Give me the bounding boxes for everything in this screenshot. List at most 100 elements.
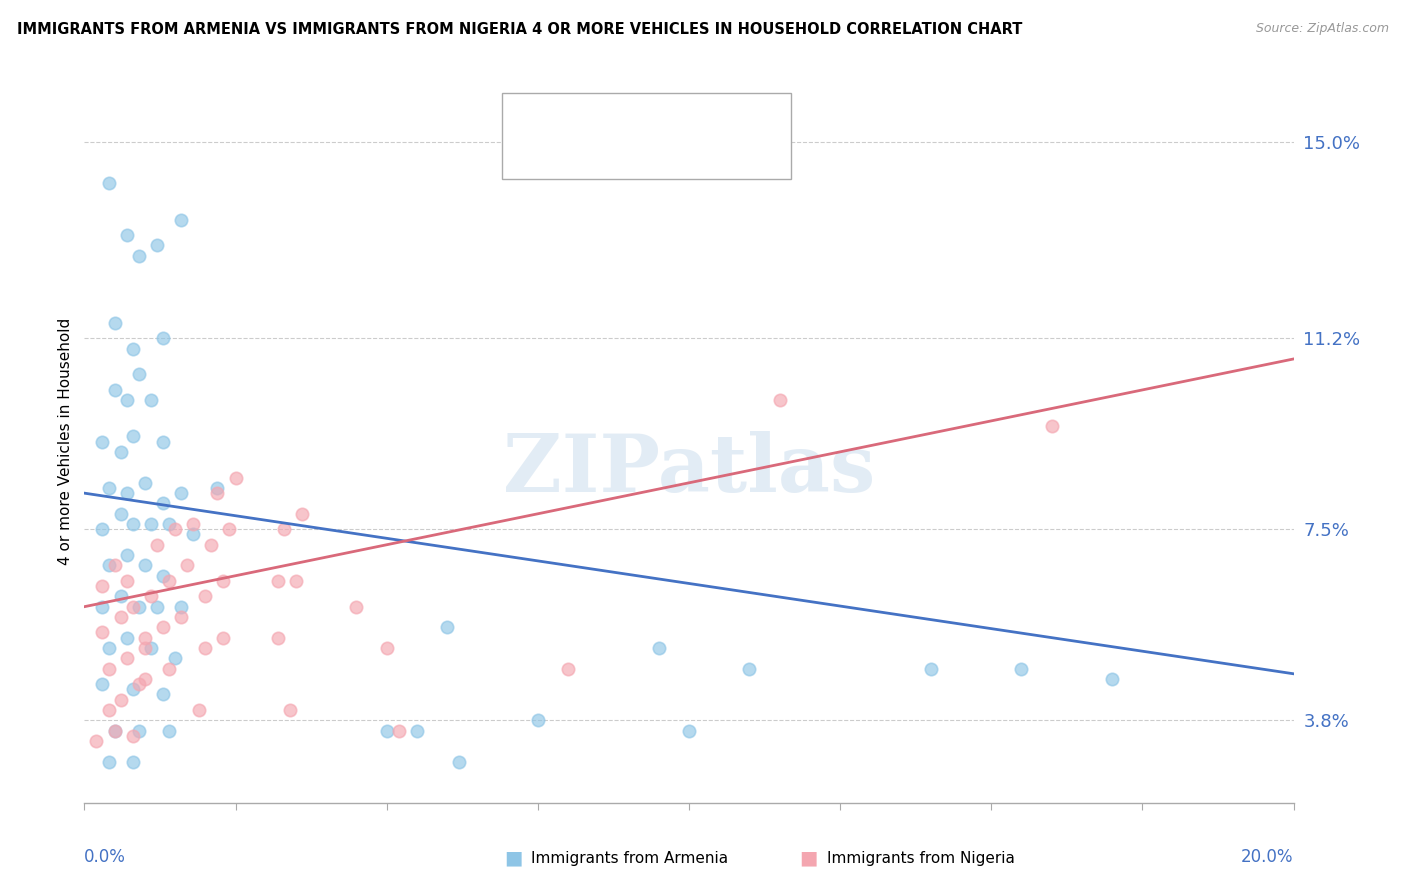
Text: ZIPatlas: ZIPatlas bbox=[503, 432, 875, 509]
Point bbox=[207, 481, 229, 495]
Point bbox=[1101, 672, 1123, 686]
Point bbox=[128, 723, 150, 738]
Point bbox=[449, 755, 471, 769]
Point bbox=[139, 393, 162, 408]
Point bbox=[134, 640, 156, 655]
Text: IMMIGRANTS FROM ARMENIA VS IMMIGRANTS FROM NIGERIA 4 OR MORE VEHICLES IN HOUSEHO: IMMIGRANTS FROM ARMENIA VS IMMIGRANTS FR… bbox=[17, 22, 1022, 37]
Point bbox=[115, 393, 138, 408]
Point bbox=[152, 496, 174, 510]
Point bbox=[200, 538, 222, 552]
Point bbox=[121, 729, 143, 743]
Point bbox=[97, 481, 120, 495]
Point bbox=[388, 723, 411, 738]
Point bbox=[139, 640, 162, 655]
Point bbox=[207, 486, 229, 500]
Point bbox=[920, 662, 942, 676]
Point bbox=[170, 212, 193, 227]
Point bbox=[134, 475, 156, 490]
Point bbox=[738, 662, 761, 676]
Text: ■: ■ bbox=[799, 848, 818, 868]
Point bbox=[91, 522, 114, 536]
Point bbox=[146, 238, 169, 252]
Point bbox=[181, 517, 204, 532]
Point bbox=[267, 631, 290, 645]
Bar bbox=[515, 141, 553, 169]
Point bbox=[375, 723, 398, 738]
Point bbox=[110, 692, 132, 706]
Point bbox=[134, 558, 156, 573]
Point bbox=[152, 687, 174, 701]
Point bbox=[678, 723, 700, 738]
Point bbox=[115, 574, 138, 588]
Point bbox=[91, 434, 114, 449]
Text: 20.0%: 20.0% bbox=[1241, 848, 1294, 866]
Point bbox=[170, 486, 193, 500]
Point bbox=[278, 703, 301, 717]
Point bbox=[157, 517, 180, 532]
Point bbox=[104, 723, 127, 738]
Point bbox=[291, 507, 314, 521]
Y-axis label: 4 or more Vehicles in Household: 4 or more Vehicles in Household bbox=[58, 318, 73, 566]
Point bbox=[121, 599, 143, 614]
Point bbox=[181, 527, 204, 541]
Point bbox=[152, 434, 174, 449]
Point bbox=[146, 599, 169, 614]
Point bbox=[97, 662, 120, 676]
Point bbox=[128, 368, 150, 382]
Point bbox=[91, 599, 114, 614]
Point bbox=[128, 249, 150, 263]
Point bbox=[194, 640, 217, 655]
Point bbox=[157, 723, 180, 738]
Point bbox=[110, 590, 132, 604]
Point bbox=[165, 522, 187, 536]
Point bbox=[194, 590, 217, 604]
Point bbox=[91, 677, 114, 691]
Point bbox=[97, 177, 120, 191]
Text: ■: ■ bbox=[503, 848, 523, 868]
Text: Immigrants from Nigeria: Immigrants from Nigeria bbox=[827, 851, 1015, 865]
Point bbox=[86, 734, 108, 748]
Point bbox=[218, 522, 240, 536]
Point bbox=[115, 486, 138, 500]
Point bbox=[121, 429, 143, 443]
Point bbox=[267, 574, 290, 588]
Point bbox=[115, 651, 138, 665]
Point bbox=[121, 755, 143, 769]
Point bbox=[157, 574, 180, 588]
Point bbox=[104, 316, 127, 330]
Point bbox=[1011, 662, 1033, 676]
Point bbox=[97, 703, 120, 717]
Point bbox=[212, 574, 235, 588]
Point bbox=[176, 558, 198, 573]
Text: 0.0%: 0.0% bbox=[84, 848, 127, 866]
Point bbox=[139, 517, 162, 532]
Point bbox=[115, 631, 138, 645]
FancyBboxPatch shape bbox=[502, 93, 792, 179]
Point bbox=[104, 723, 127, 738]
Point bbox=[436, 620, 458, 634]
Point bbox=[110, 507, 132, 521]
Point bbox=[406, 723, 429, 738]
Point bbox=[1040, 419, 1063, 434]
Point bbox=[134, 672, 156, 686]
Point bbox=[170, 599, 193, 614]
Point bbox=[121, 517, 143, 532]
Point bbox=[115, 548, 138, 562]
Text: Immigrants from Armenia: Immigrants from Armenia bbox=[531, 851, 728, 865]
Bar bbox=[515, 102, 553, 129]
Point bbox=[146, 538, 169, 552]
Point bbox=[527, 713, 550, 727]
Text: Source: ZipAtlas.com: Source: ZipAtlas.com bbox=[1256, 22, 1389, 36]
Point bbox=[104, 383, 127, 397]
Point bbox=[648, 640, 671, 655]
Point bbox=[152, 331, 174, 345]
Point bbox=[273, 522, 295, 536]
Point bbox=[91, 579, 114, 593]
Point bbox=[139, 590, 162, 604]
Point bbox=[110, 610, 132, 624]
Point bbox=[121, 342, 143, 356]
Point bbox=[157, 662, 180, 676]
Point bbox=[225, 470, 247, 484]
Point bbox=[128, 677, 150, 691]
Point bbox=[91, 625, 114, 640]
